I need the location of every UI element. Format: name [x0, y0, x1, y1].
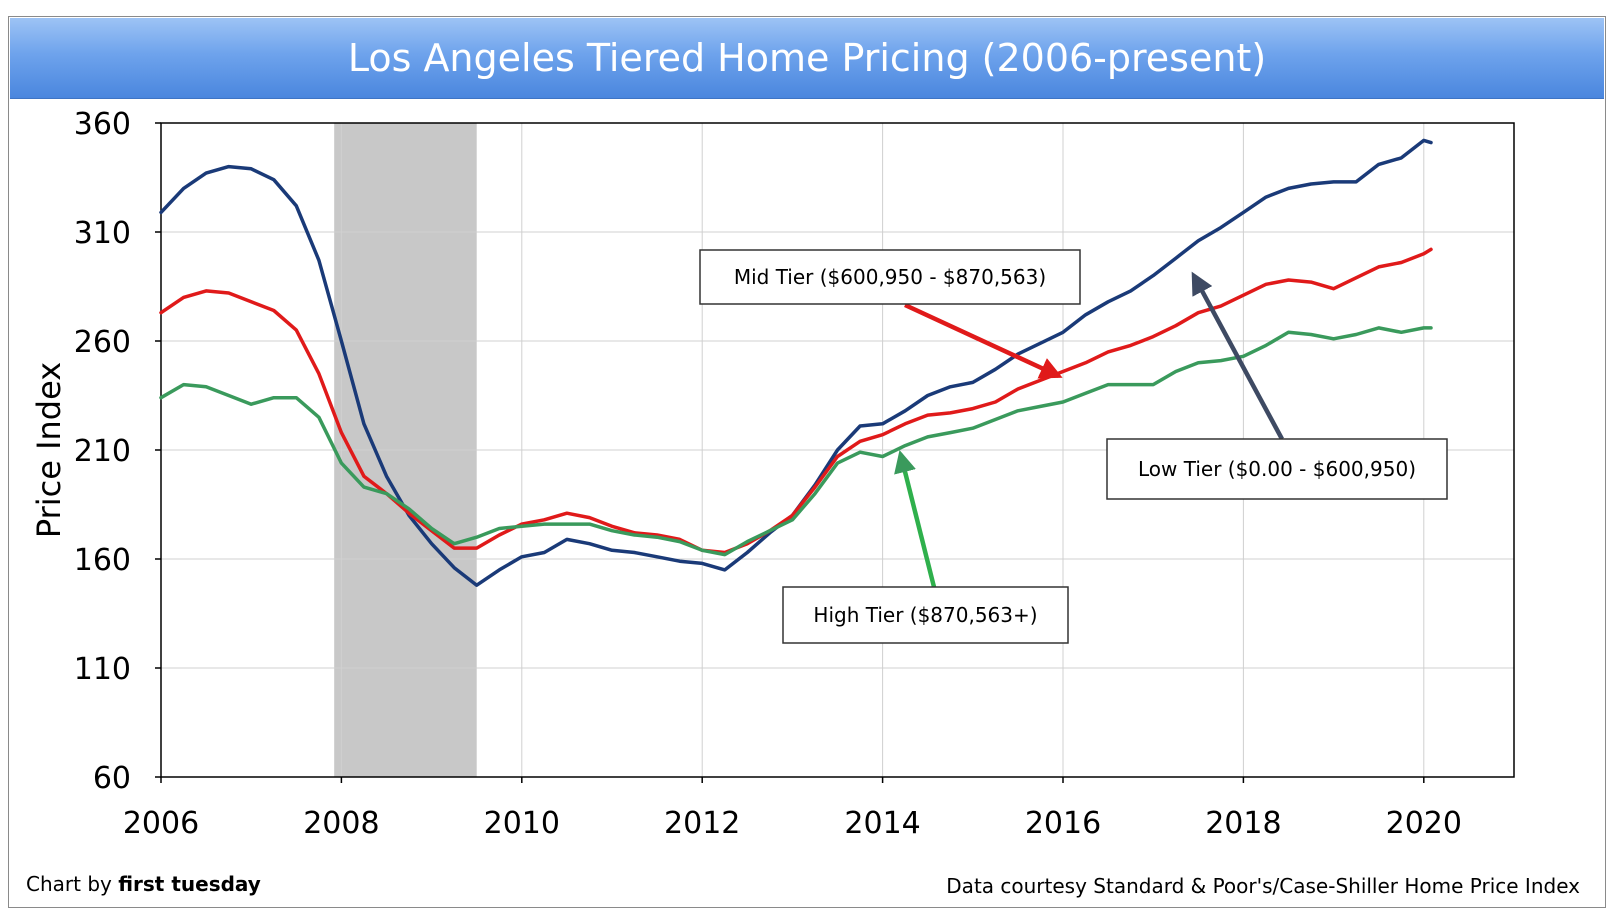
y-tick-label: 210 — [74, 434, 131, 469]
annotation-label: High Tier ($870,563+) — [813, 603, 1037, 627]
annotation-label: Low Tier ($0.00 - $600,950) — [1138, 457, 1416, 481]
x-tick-label: 2008 — [303, 806, 379, 841]
y-axis-label: Price Index — [30, 362, 68, 538]
chart-credit: Chart by first tuesday — [26, 872, 261, 896]
data-source-note: Data courtesy Standard & Poor's/Case-Shi… — [946, 874, 1580, 898]
y-tick-label: 110 — [74, 652, 131, 687]
x-tick-label: 2010 — [484, 806, 560, 841]
credit-prefix: Chart by — [26, 872, 119, 896]
annotation-arrow — [1191, 271, 1284, 441]
x-tick-label: 2014 — [844, 806, 920, 841]
annotation-arrow — [894, 449, 937, 588]
series-line-high-tier — [159, 326, 1433, 557]
y-tick-label: 60 — [93, 761, 131, 796]
y-tick-label: 360 — [74, 107, 131, 142]
x-tick-label: 2012 — [664, 806, 740, 841]
y-tick-label: 310 — [74, 216, 131, 251]
tick-label-layer: 60 110 160 210 260 310 360 2006 2008 2010 2012 2014… — [74, 107, 1462, 841]
annotation-layer: Mid Tier ($600,950 - $870,563) Low Tier (… — [699, 249, 1448, 644]
x-tick-label: 2016 — [1025, 806, 1101, 841]
series-layer — [159, 138, 1433, 587]
annotation-arrow — [904, 302, 1063, 379]
x-tick-label: 2006 — [123, 806, 199, 841]
annotation-box — [699, 249, 1081, 305]
chart-title: Los Angeles Tiered Home Pricing (2006-pr… — [347, 36, 1267, 80]
title-bar: Los Angeles Tiered Home Pricing (2006-pr… — [10, 18, 1604, 99]
annotation-box — [1106, 438, 1448, 500]
series-line-mid-tier — [159, 247, 1433, 555]
annotation-box — [782, 586, 1069, 644]
annotation-label: Mid Tier ($600,950 - $870,563) — [734, 265, 1046, 289]
y-tick-label: 260 — [74, 325, 131, 360]
x-tick-label: 2018 — [1205, 806, 1281, 841]
y-tick-label: 160 — [74, 543, 131, 578]
credit-brand: first tuesday — [118, 872, 261, 896]
x-tick-label: 2020 — [1386, 806, 1462, 841]
